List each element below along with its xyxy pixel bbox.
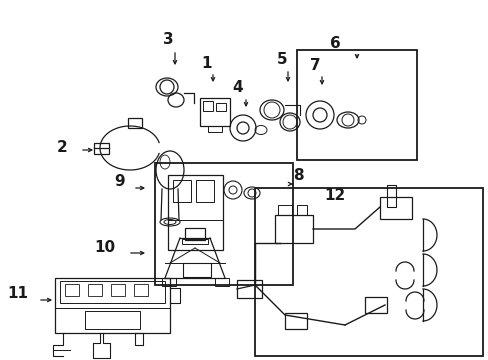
Text: 12: 12: [324, 189, 345, 203]
Text: 4: 4: [232, 81, 243, 95]
Bar: [254, 188, 482, 356]
Bar: [65, 284, 79, 296]
Bar: [85, 311, 140, 329]
Bar: [94, 143, 109, 154]
Bar: [386, 185, 395, 207]
Bar: [237, 280, 262, 298]
Text: 6: 6: [329, 36, 340, 50]
Bar: [173, 180, 191, 202]
Bar: [216, 103, 225, 111]
Bar: [200, 98, 229, 126]
Bar: [379, 197, 411, 219]
Bar: [215, 278, 228, 286]
Bar: [88, 284, 102, 296]
Text: 9: 9: [115, 175, 125, 189]
Bar: [134, 284, 148, 296]
Bar: [60, 281, 164, 303]
Bar: [55, 278, 170, 333]
Text: 2: 2: [57, 140, 67, 156]
Bar: [168, 175, 223, 250]
Bar: [196, 180, 214, 202]
Bar: [285, 313, 306, 329]
Text: 11: 11: [7, 287, 28, 302]
Text: 7: 7: [309, 58, 320, 72]
Bar: [364, 297, 386, 313]
Text: 5: 5: [276, 53, 287, 68]
Bar: [207, 126, 222, 132]
Bar: [183, 263, 210, 277]
Bar: [203, 101, 213, 111]
Bar: [182, 239, 207, 244]
Bar: [296, 50, 416, 160]
Bar: [128, 118, 142, 128]
Bar: [155, 163, 292, 285]
Bar: [278, 205, 291, 215]
Text: 1: 1: [202, 55, 212, 71]
Bar: [111, 284, 125, 296]
Bar: [296, 205, 306, 215]
Bar: [184, 228, 204, 240]
Text: 10: 10: [94, 239, 115, 255]
Text: 3: 3: [163, 32, 173, 48]
Text: 8: 8: [292, 168, 303, 184]
Bar: [274, 215, 312, 243]
Bar: [162, 278, 176, 286]
